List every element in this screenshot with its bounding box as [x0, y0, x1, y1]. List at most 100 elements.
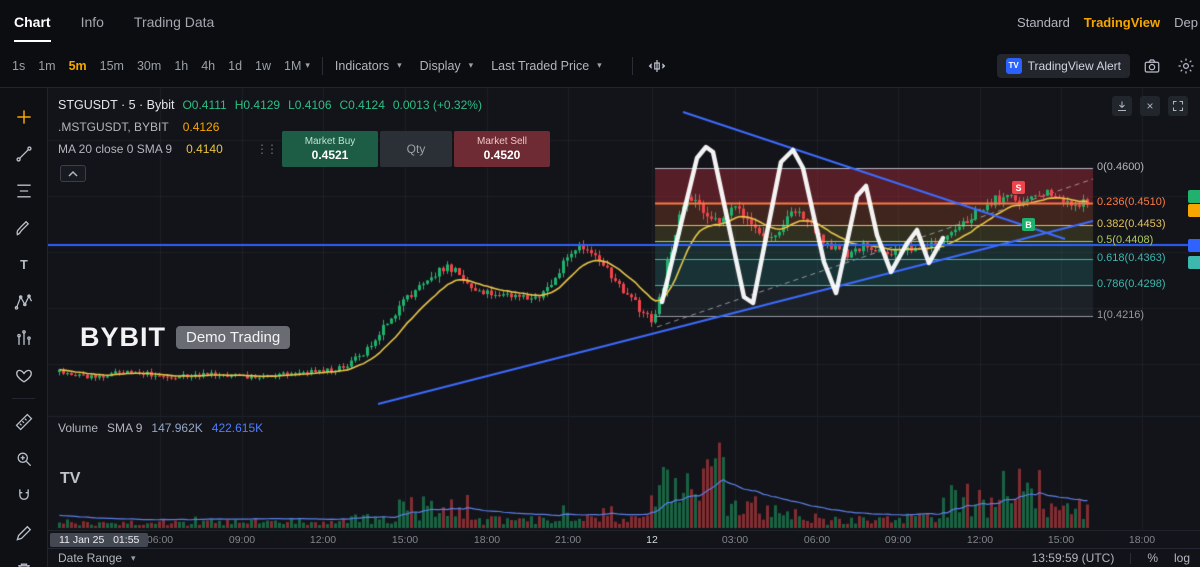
time-tick: 18:00 — [1128, 534, 1156, 546]
time-tick: 12 — [646, 534, 658, 546]
measure-ruler-tool[interactable] — [0, 403, 47, 440]
chart-mode-depth[interactable]: Dep — [1174, 14, 1198, 30]
fib-level-label[interactable]: 0.786(0.4298) — [1097, 278, 1166, 290]
forecast-tool[interactable] — [0, 320, 47, 357]
fib-retracement-tool[interactable] — [0, 172, 47, 209]
text-tool[interactable]: T — [0, 246, 47, 283]
display-label: Display — [419, 58, 461, 73]
svg-text:T: T — [20, 258, 28, 272]
settings-gear-icon[interactable] — [1174, 54, 1198, 78]
fib-level-label[interactable]: 0(0.4600) — [1097, 161, 1145, 173]
camera-icon[interactable] — [1140, 54, 1164, 78]
fib-level-label[interactable]: 0.618(0.4363) — [1097, 252, 1166, 264]
price-badge — [1188, 204, 1200, 217]
sell-marker-badge[interactable]: S — [1012, 181, 1025, 194]
tab-chart[interactable]: Chart — [14, 0, 51, 44]
fib-level-label[interactable]: 0.5(0.4408) — [1097, 234, 1154, 246]
market-sell-button[interactable]: Market Sell 0.4520 — [454, 131, 550, 167]
maximize-icon[interactable] — [1168, 96, 1188, 116]
chevron-down-icon: ▾ — [131, 552, 136, 563]
symbol-title[interactable]: STGUSDT · 5 · Bybit — [58, 98, 175, 112]
tab-trading-data[interactable]: Trading Data — [133, 14, 215, 30]
volume-sma-value: 422.615K — [211, 421, 264, 435]
time-axis[interactable]: 11 Jan 25 01:55 06:00 09:00 12:00 15:00 18:0… — [48, 530, 1200, 549]
indicators-menu[interactable]: Indicators ▾ — [335, 59, 402, 73]
xabcd-pattern-tool[interactable] — [0, 283, 47, 320]
time-tick: 21:00 — [554, 534, 582, 546]
price-source-label: Last Traded Price — [491, 58, 590, 73]
timeframe-selector: 1s 1m 5m 15m 30m 1h 4h 1d 1w 1M — [12, 59, 301, 73]
indicator-ma-name[interactable]: MA 20 close 0 SMA 9 — [58, 142, 173, 156]
edit-pencil-tool[interactable] — [0, 514, 47, 551]
heart-icon[interactable] — [0, 357, 47, 394]
chart-style-icon[interactable] — [645, 54, 669, 78]
brush-tool[interactable] — [0, 209, 47, 246]
qty-input[interactable]: Qty — [380, 131, 452, 167]
timeframe-4h[interactable]: 4h — [201, 58, 216, 73]
chevron-down-icon: ▾ — [397, 60, 402, 70]
time-tick: 15:00 — [391, 534, 419, 546]
timeframe-1h[interactable]: 1h — [174, 58, 189, 73]
volume-label[interactable]: Volume — [58, 421, 99, 435]
timeframe-dropdown-icon[interactable]: ▾ — [305, 60, 310, 70]
buy-marker-badge[interactable]: B — [1022, 218, 1035, 231]
chart-mode-standard[interactable]: Standard — [1017, 14, 1070, 30]
timeframe-30m[interactable]: 30m — [136, 58, 162, 73]
timeframe-1s[interactable]: 1s — [12, 58, 26, 73]
tradingview-attribution-logo[interactable]: TV — [60, 470, 81, 487]
exchange-watermark: BYBIT Demo Trading — [80, 322, 291, 353]
time-tick: 18:00 — [473, 534, 501, 546]
restore-chart-icon[interactable] — [1112, 96, 1132, 116]
time-tick: 06:00 — [803, 534, 831, 546]
chart-mode-tradingview[interactable]: TradingView — [1083, 14, 1161, 30]
chart-toolbar: 1s 1m 5m 15m 30m 1h 4h 1d 1w 1M ▾ Indicators ▾ Dis… — [0, 44, 1200, 88]
drawing-tools-sidebar: T — [0, 88, 48, 567]
time-tick: 03:00 — [721, 534, 749, 546]
clock-utc[interactable]: 13:59:59 (UTC) — [1031, 551, 1115, 565]
display-menu[interactable]: Display ▾ — [420, 59, 474, 73]
market-buy-label: Market Buy — [304, 135, 356, 147]
timeframe-1w[interactable]: 1w — [255, 58, 272, 73]
crosshair-tool[interactable] — [0, 98, 47, 135]
fib-level-label[interactable]: 0.382(0.4453) — [1097, 218, 1166, 230]
nav-tabs: Chart Info Trading Data — [0, 0, 214, 44]
ohlc-high: H0.4129 — [234, 98, 281, 112]
timeframe-1M[interactable]: 1M — [284, 58, 302, 73]
bottom-bar-right: 13:59:59 (UTC) % log — [1032, 551, 1190, 565]
date-range-button[interactable]: Date Range ▾ — [58, 551, 136, 565]
timeframe-5m[interactable]: 5m — [68, 58, 87, 73]
close-icon[interactable]: × — [1140, 96, 1160, 116]
ohlc-close: C0.4124 — [339, 98, 385, 112]
tab-info[interactable]: Info — [80, 14, 104, 30]
trend-line-tool[interactable] — [0, 135, 47, 172]
time-tick: 09:00 — [884, 534, 912, 546]
legend-collapse-button[interactable] — [60, 165, 86, 182]
chart-mode-switcher: Standard TradingView Dep — [1017, 15, 1200, 30]
price-source-menu[interactable]: Last Traded Price ▾ — [491, 59, 602, 73]
timeframe-15m[interactable]: 15m — [99, 58, 124, 73]
fib-level-label[interactable]: 0.236(0.4510) — [1097, 196, 1166, 208]
alert-button-label: TradingView Alert — [1027, 58, 1121, 73]
ohlc-low: L0.4106 — [288, 98, 332, 112]
market-buy-button[interactable]: Market Buy 0.4521 — [282, 131, 378, 167]
indicator-mstg-name[interactable]: .MSTGUSDT, BYBIT — [58, 120, 169, 134]
zoom-tool[interactable] — [0, 440, 47, 477]
log-scale-button[interactable]: log — [1173, 551, 1190, 565]
time-tick: 09:00 — [228, 534, 256, 546]
volume-sma-label: SMA 9 — [107, 421, 143, 435]
magnet-tool[interactable] — [0, 477, 47, 514]
percent-scale-button[interactable]: % — [1147, 551, 1158, 565]
fib-level-label[interactable]: 1(0.4216) — [1097, 309, 1145, 321]
ohlc-change: 0.0013 (+0.32%) — [392, 98, 482, 112]
toolbar-right-group: TV TradingView Alert — [996, 53, 1194, 78]
remove-trash-tool[interactable] — [0, 551, 47, 567]
timeframe-1d[interactable]: 1d — [228, 58, 243, 73]
timeframe-1m[interactable]: 1m — [38, 58, 56, 73]
ohlc-open: O0.4111 — [182, 98, 227, 112]
tradingview-alert-button[interactable]: TV TradingView Alert — [996, 53, 1130, 78]
drag-handle-icon[interactable]: ⋮⋮ — [256, 142, 278, 156]
bottom-bar: Date Range ▾ 13:59:59 (UTC) % log — [48, 548, 1200, 567]
time-tick: 12:00 — [966, 534, 994, 546]
